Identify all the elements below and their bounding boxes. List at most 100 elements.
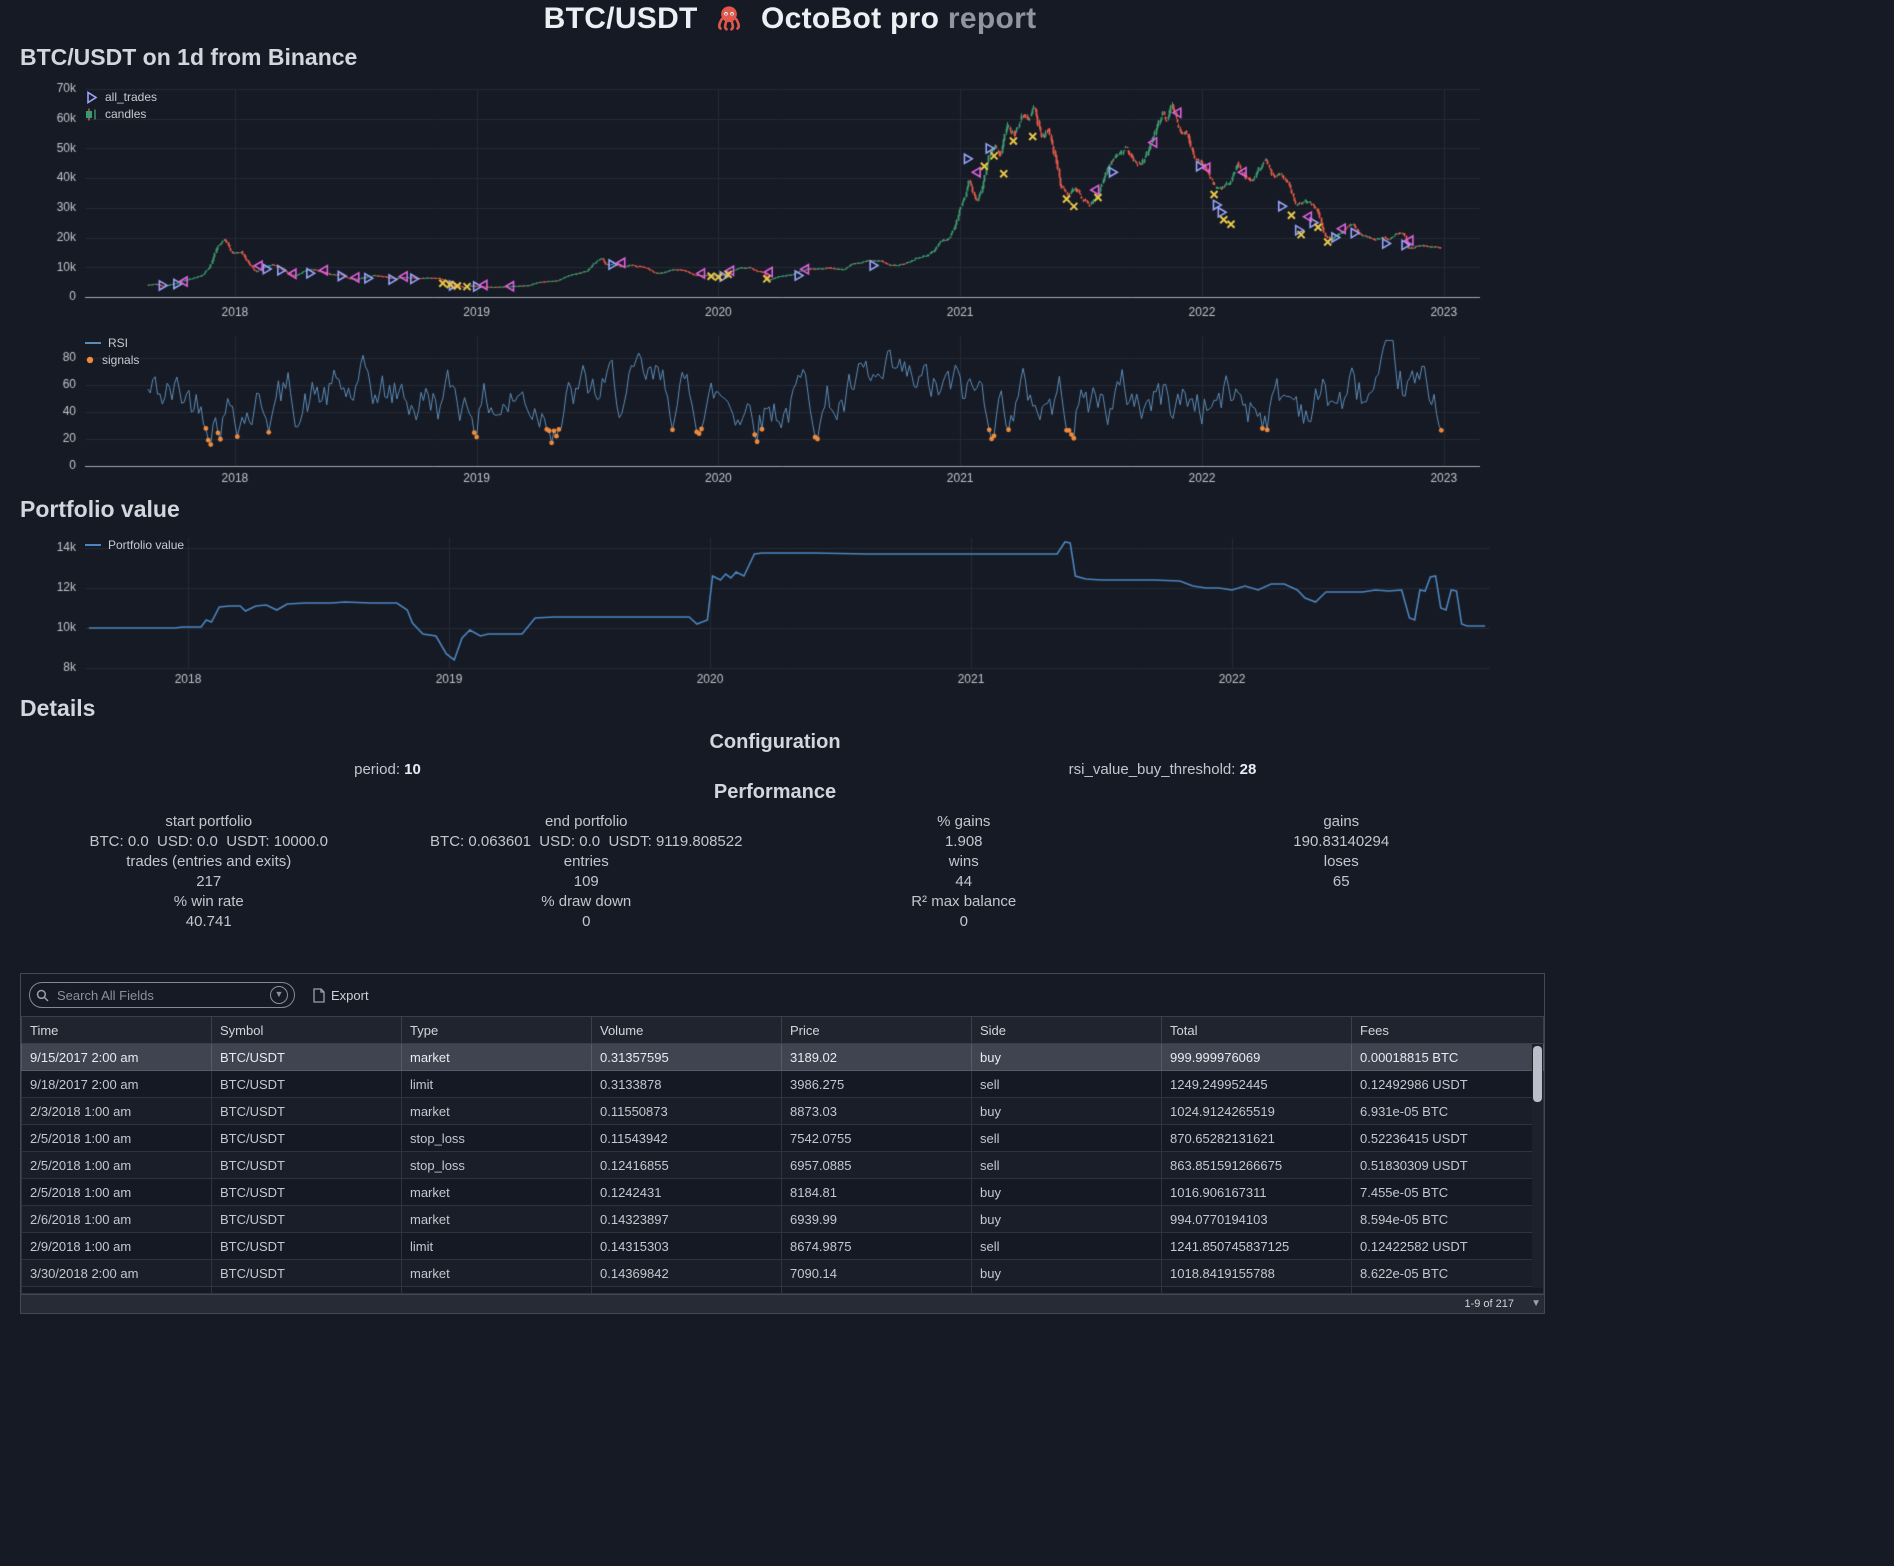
performance-entry: 0 <box>959 913 968 930</box>
search-box[interactable]: ▼ <box>29 982 295 1008</box>
table-header-row: Time Symbol Type Volume Price Side Total Fees <box>21 1016 1544 1044</box>
table-row[interactable]: 2/6/2018 1:00 am BTC/USDT market 0.14323897… <box>21 1205 1544 1233</box>
performance-entry: % draw down <box>541 893 632 910</box>
table-row[interactable]: 2/3/2018 1:00 am BTC/USDT market 0.11550873… <box>21 1097 1544 1125</box>
column-header[interactable]: Time <box>21 1016 212 1044</box>
portfolio-chart-legend: Portfolio value <box>85 538 184 552</box>
performance-entry: 0 <box>582 913 591 930</box>
performance-entry: gains <box>1323 813 1360 830</box>
legend-item-candles[interactable]: candles <box>85 107 157 121</box>
performance-column: gains 190.83140294 loses 65 <box>1153 812 1531 932</box>
line-icon <box>85 342 101 344</box>
price-chart-legend: all_trades candles <box>85 90 157 121</box>
rsi-chart-area: RSI signals <box>0 330 1500 488</box>
legend-label: candles <box>105 107 147 121</box>
performance-entry: BTC: 0.063601 USD: 0.0 USDT: 9119.808522 <box>430 833 743 850</box>
table-row[interactable]: 9/18/2017 2:00 am BTC/USDT limit 0.3133878 3… <box>21 1070 1544 1098</box>
triangle-right-icon <box>87 90 98 104</box>
scroll-down-icon[interactable]: ▼ <box>1531 1298 1541 1309</box>
trades-table: Time Symbol Type Volume Price Side Total Fees 9… <box>21 1016 1544 1294</box>
config-rsi-threshold: rsi_value_buy_threshold: 28 <box>775 761 1550 778</box>
table-row[interactable]: 2/5/2018 1:00 am BTC/USDT market 0.1242431 8… <box>21 1178 1544 1206</box>
config-label: period: <box>354 761 400 778</box>
performance-entry: 1.908 <box>944 833 983 850</box>
title-app: OctoBot pro <box>760 2 940 35</box>
price-section-title: BTC/USDT on 1d from Binance <box>20 44 358 70</box>
column-header[interactable]: Fees <box>1351 1016 1544 1044</box>
config-value: 10 <box>404 761 421 778</box>
legend-item-portfolio-value[interactable]: Portfolio value <box>85 538 184 552</box>
performance-entry: end portfolio <box>544 813 628 830</box>
legend-label: signals <box>102 353 140 367</box>
performance-entry: R² max balance <box>911 893 1017 910</box>
column-header[interactable]: Total <box>1161 1016 1352 1044</box>
table-row-partial <box>21 1286 1544 1294</box>
performance-column: % gains 1.908 wins 44 R² max balance 0 <box>775 812 1153 932</box>
performance-heading: Performance <box>713 781 837 803</box>
table-footer: 1-9 of 217 ▼ <box>21 1294 1544 1313</box>
legend-item-all-trades[interactable]: all_trades <box>85 90 157 104</box>
export-label: Export <box>331 987 369 1003</box>
portfolio-section-title: Portfolio value <box>20 496 180 522</box>
config-value: 28 <box>1239 761 1257 778</box>
column-header[interactable]: Type <box>401 1016 592 1044</box>
column-header[interactable]: Symbol <box>211 1016 402 1044</box>
portfolio-chart[interactable] <box>0 530 1500 695</box>
column-header[interactable]: Side <box>971 1016 1162 1044</box>
performance-entry: 217 <box>196 873 222 890</box>
performance-entry: 109 <box>573 873 599 890</box>
performance-grid: start portfolio BTC: 0.0 USD: 0.0 USDT: 1… <box>20 812 1530 932</box>
portfolio-chart-area: Portfolio value <box>0 530 1500 695</box>
scrollbar-thumb[interactable] <box>1533 1046 1542 1102</box>
search-filter-dropdown-icon[interactable]: ▼ <box>270 986 288 1004</box>
table-row[interactable]: 2/5/2018 1:00 am BTC/USDT stop_loss 0.12416… <box>21 1151 1544 1179</box>
performance-entry: wins <box>948 853 979 870</box>
performance-entry: 40.741 <box>185 913 232 930</box>
legend-label: RSI <box>108 336 129 350</box>
table-toolbar: ▼ Export <box>21 974 1544 1016</box>
performance-entry: % gains <box>937 813 991 830</box>
title-symbol: BTC/USDT <box>543 2 698 35</box>
performance-entry: 65 <box>1332 873 1350 890</box>
table-row[interactable]: 2/9/2018 1:00 am BTC/USDT limit 0.14315303 8… <box>21 1232 1544 1260</box>
price-chart-area: all_trades candles <box>0 82 1500 327</box>
table-row[interactable]: 2/5/2018 1:00 am BTC/USDT stop_loss 0.11543… <box>21 1124 1544 1152</box>
table-scrollbar[interactable] <box>1532 1044 1543 1288</box>
performance-entry: 190.83140294 <box>1293 833 1390 850</box>
legend-item-signals[interactable]: signals <box>85 353 139 367</box>
candles-icon <box>86 108 96 120</box>
config-period: period: 10 <box>0 761 775 778</box>
performance-entry: % win rate <box>173 893 244 910</box>
trades-table-body: 9/15/2017 2:00 am BTC/USDT market 0.3135759… <box>21 1043 1544 1294</box>
export-file-icon <box>313 987 325 1003</box>
config-label: rsi_value_buy_threshold: <box>1068 761 1236 778</box>
table-row[interactable]: 9/15/2017 2:00 am BTC/USDT market 0.3135759… <box>21 1043 1544 1071</box>
performance-entry: 44 <box>955 873 973 890</box>
legend-item-rsi[interactable]: RSI <box>85 336 139 350</box>
title-suffix: report <box>947 2 1037 35</box>
price-chart[interactable] <box>0 82 1500 327</box>
table-row[interactable]: 3/30/2018 2:00 am BTC/USDT market 0.1436984… <box>21 1259 1544 1287</box>
column-header[interactable]: Price <box>781 1016 972 1044</box>
column-header[interactable]: Volume <box>591 1016 782 1044</box>
export-button[interactable]: Export <box>313 988 369 1003</box>
rsi-chart[interactable] <box>0 330 1500 488</box>
performance-entry: entries <box>563 853 609 870</box>
configuration-heading: Configuration <box>709 731 841 753</box>
configuration-values: period: 10 rsi_value_buy_threshold: 28 <box>0 761 1550 778</box>
search-input[interactable] <box>55 986 264 1004</box>
rsi-chart-legend: RSI signals <box>85 336 139 367</box>
trades-table-widget: ▼ Export TimeSymbolTypeVolumePriceSideTo… <box>20 973 1545 1314</box>
performance-column: end portfolio BTC: 0.063601 USD: 0.0 USDT… <box>398 812 776 932</box>
search-icon <box>36 989 49 1002</box>
performance-entry: BTC: 0.0 USD: 0.0 USDT: 10000.0 <box>89 833 328 850</box>
pagination-label: 1-9 of 217 <box>1464 1298 1514 1310</box>
performance-column: start portfolio BTC: 0.0 USD: 0.0 USDT: 1… <box>20 812 398 932</box>
legend-label: Portfolio value <box>108 538 185 552</box>
performance-entry: trades (entries and exits) <box>126 853 292 870</box>
performance-entry: loses <box>1323 853 1359 870</box>
dot-icon <box>86 356 94 364</box>
octopus-icon <box>718 6 741 31</box>
line-icon <box>85 544 101 546</box>
